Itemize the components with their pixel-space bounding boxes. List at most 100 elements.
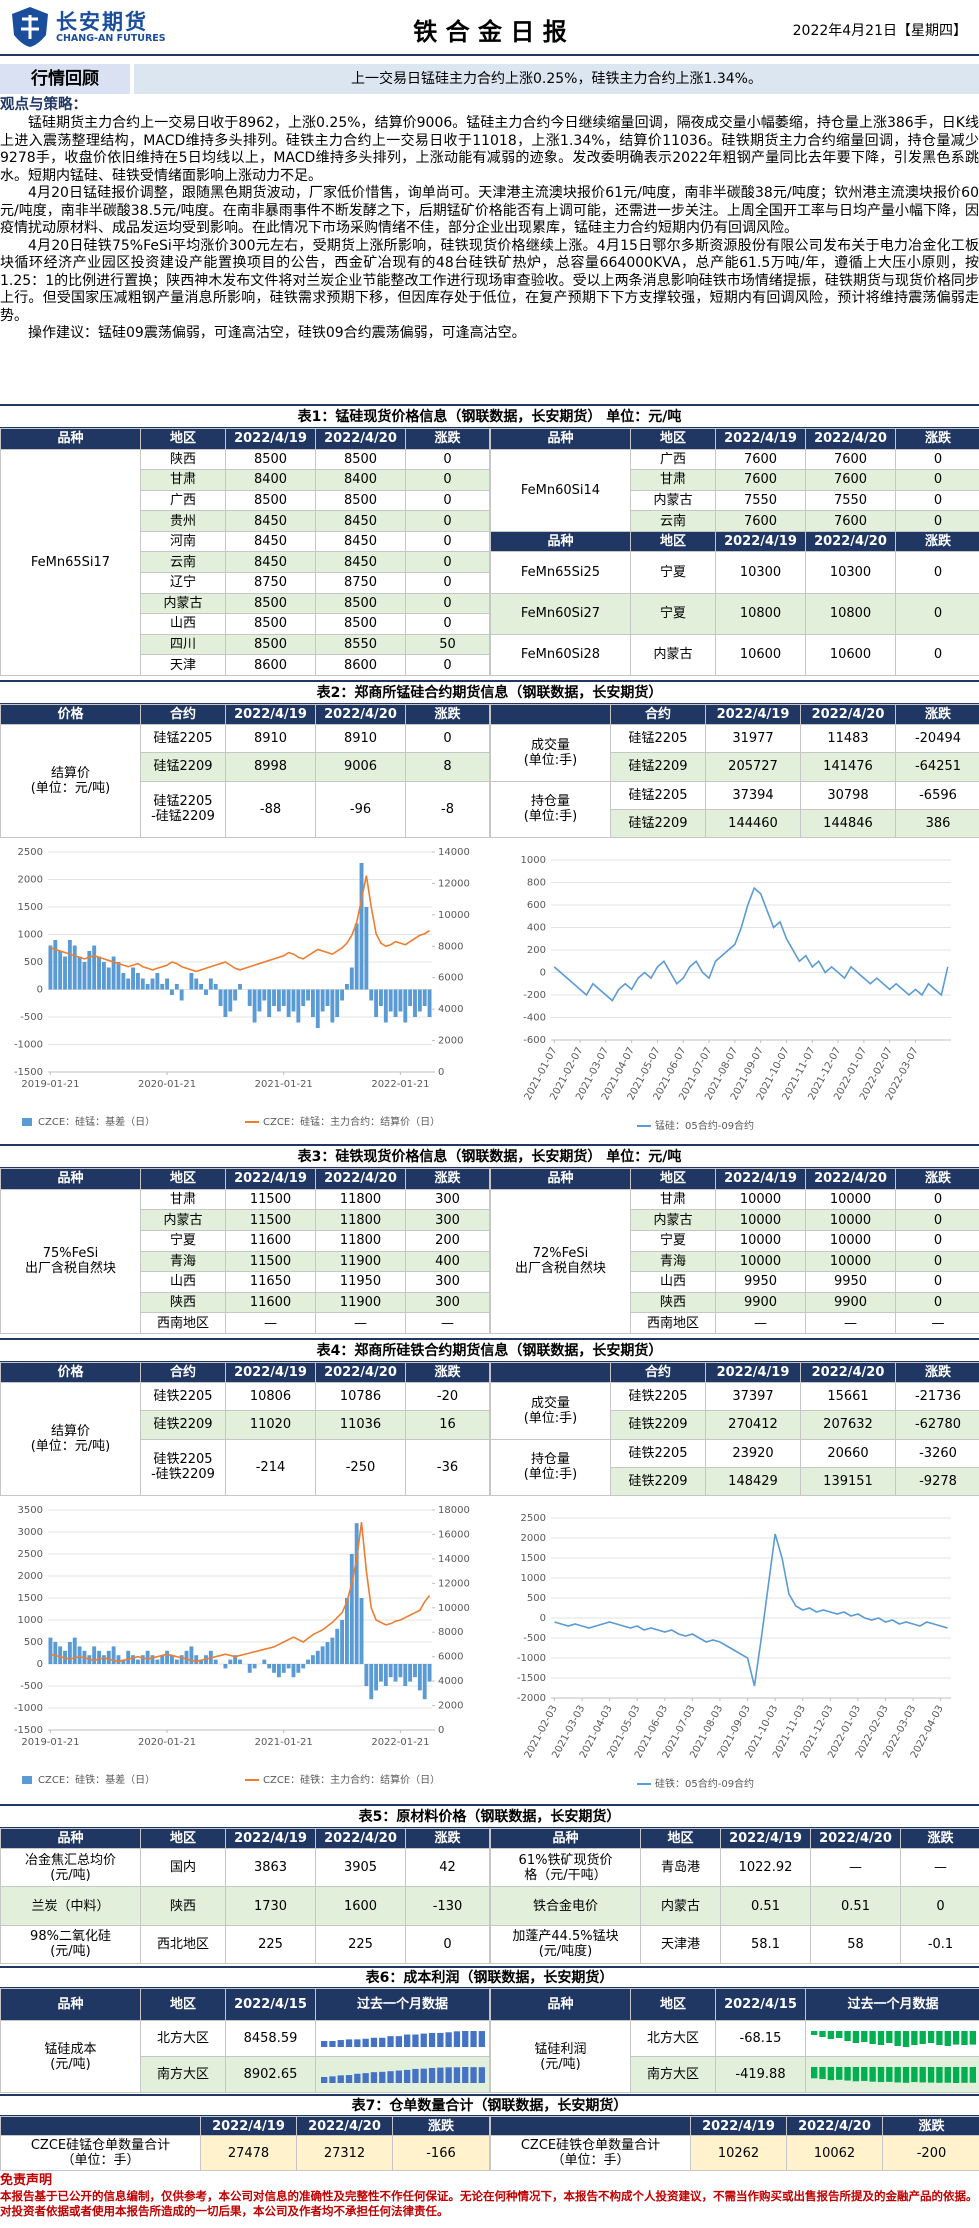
line-series (50, 1522, 431, 1663)
bar (403, 1664, 408, 1686)
data-table: 品种 地区 2022/4/19 2022/4/20 涨跌 FeMn65Si17 陕西 8500… (0, 428, 490, 676)
y2-tick-label: 16000 (438, 1529, 470, 1540)
bar (393, 1664, 398, 1682)
table-cell: 8 (405, 752, 490, 782)
spark-bar (353, 2039, 360, 2047)
y2-tick-label: 2000 (438, 1701, 463, 1712)
bar (145, 984, 150, 990)
spark-bar (944, 2030, 951, 2046)
table-cell: 8450 (315, 551, 406, 574)
x-tick-label: 2022-01-21 (371, 1737, 429, 1748)
spark-bar (370, 2071, 377, 2083)
table-cell: 7600 (805, 510, 896, 532)
bar (296, 1664, 301, 1673)
bar (58, 1646, 63, 1664)
table-cell: 硅锰2205 (610, 780, 706, 810)
header-cell: 地区 (630, 1168, 716, 1190)
table-cell: 11900 (315, 1250, 406, 1273)
table-cell: 0 (405, 530, 490, 553)
header-cell: 地区 (140, 1168, 226, 1190)
legend-label: CZCE：硅锰：基差（日） (38, 1115, 155, 1128)
table-row: 冶金焦汇总均价 (元/吨) 国内 3863 3905 42 (0, 1848, 490, 1888)
table-row: 内蒙古 8500 8500 0 (1, 592, 490, 615)
table-cell: 8400 (225, 469, 316, 491)
bar (262, 1659, 267, 1664)
y-tick-label: 1000 (18, 930, 43, 941)
bar (383, 989, 388, 1023)
table-cell: -96 (315, 780, 406, 838)
table-cell: 0 (405, 1924, 490, 1964)
data-table: 品种 地区 2022/4/15 过去一个月数据 锰硅利润 (元/吨) 北方大区 -68.15… (490, 1988, 979, 2093)
spark-bar (461, 2066, 468, 2083)
table-row: 广西 8500 8500 0 (1, 489, 490, 512)
table-row: 2022/4/19 2022/4/20 涨跌 (490, 2116, 979, 2137)
y2-tick-label: 8000 (438, 1627, 463, 1638)
bar (369, 989, 374, 1001)
table-row: FeMn60Si14 广西 7600 7600 0 (490, 448, 979, 532)
spark-bar (919, 2066, 926, 2083)
table-row: 成交量 (单位:手) 硅锰2205 31977 11483 -20494 (490, 724, 979, 782)
header-cell: 合约 (140, 704, 226, 726)
data-table: 品种 地区 2022/4/19 2022/4/20 涨跌 FeMn60Si14 广西 7600… (490, 428, 979, 676)
table-cell: 0 (405, 654, 490, 676)
table-3: 品种 地区 2022/4/19 2022/4/20 涨跌 75%FeSi 出厂含税自然块甘… (0, 1168, 979, 1334)
table-cell: 西南地区 (140, 1312, 226, 1334)
report-header: 长安期货 CHANG-AN FUTURES 铁 合 金 日 报 2022年4月2… (0, 0, 979, 56)
y2-tick-label: 14000 (438, 1554, 470, 1565)
table-cell: 8400 (315, 469, 406, 491)
y-tick-label: 500 (24, 957, 43, 968)
bar (374, 1664, 379, 1691)
header-cell: 地区 (630, 428, 716, 450)
table-cell: 9006 (315, 752, 406, 782)
spark-bar (453, 2066, 460, 2083)
bar (422, 989, 427, 1006)
header-cell: 涨跌 (895, 1362, 979, 1384)
spark-bar (885, 2030, 892, 2043)
spark-bar (877, 2030, 884, 2045)
table-cell: 8450 (225, 530, 316, 553)
review-label: 行情回顾 (0, 64, 130, 94)
table-row: 硅锰2209 8998 9006 8 (1, 752, 490, 782)
header-cell: 涨跌 (895, 428, 979, 450)
bar (301, 989, 306, 1006)
table-cell: -8 (405, 780, 490, 838)
bar (160, 984, 165, 990)
table-cell: 宁夏 (630, 592, 716, 635)
table-cell: 0 (895, 1250, 979, 1273)
data-table: 2022/4/19 2022/4/20 涨跌 CZCE硅铁仓单数量合计 （单位：手） 1… (490, 2116, 979, 2171)
table-cell: 硅铁2205 (140, 1382, 226, 1412)
table-row: 品种 地区 2022/4/19 2022/4/20 涨跌 (0, 428, 490, 450)
y-tick-label: -1500 (517, 1673, 546, 1684)
y-tick-label: 2000 (18, 1571, 43, 1582)
bar (364, 1664, 369, 1686)
y-tick-label: -1000 (517, 1653, 546, 1664)
table-cell: — (895, 1312, 979, 1334)
bar (262, 989, 267, 1001)
bar (140, 978, 145, 990)
bar (53, 1642, 58, 1664)
bar (213, 984, 218, 990)
bar (165, 1650, 170, 1664)
sparkline-cell (315, 2020, 490, 2058)
table-row: 98%二氧化硅 (元/吨) 西北地区 225 225 0 (0, 1924, 490, 1964)
y-tick-label: -2000 (517, 1693, 546, 1704)
x-tick-label: 2021-01-21 (255, 1737, 313, 1748)
header-cell (0, 2116, 201, 2137)
table-cell: 11036 (315, 1410, 406, 1440)
table-cell: 0 (895, 469, 979, 491)
header-cell: 2022/4/20 (315, 428, 406, 450)
bar (291, 989, 296, 1012)
table-cell: — (805, 1312, 896, 1334)
header-cell: 涨跌 (405, 1168, 490, 1190)
y-tick-label: -500 (20, 1012, 43, 1023)
table-cell: 11600 (225, 1291, 316, 1314)
bar (170, 989, 174, 995)
table-cell: -20 (405, 1382, 490, 1412)
table-cell: 8750 (225, 572, 316, 594)
table-row: 云南 8450 8450 0 (1, 551, 490, 574)
spark-bar (810, 2030, 817, 2035)
bar (92, 1646, 97, 1664)
table-cell: 硅铁2205 (610, 1382, 706, 1412)
table-cell: 16 (405, 1410, 490, 1440)
table-cell: 30798 (800, 780, 896, 810)
